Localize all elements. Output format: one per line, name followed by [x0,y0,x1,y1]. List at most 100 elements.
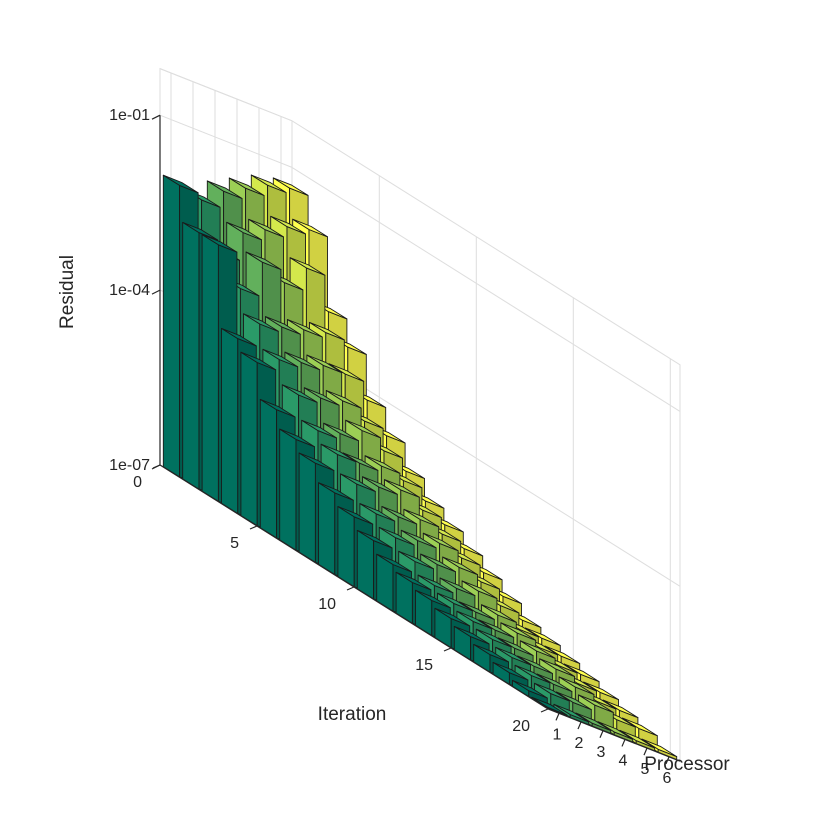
bar-face-top [265,316,301,335]
grid-line [159,114,293,168]
bar-face-top [422,532,459,552]
bar-face-top [320,443,357,463]
iteration-tick [443,647,452,652]
bar-face-top [325,390,362,409]
bar-face-top [583,681,619,701]
bar-face-top [279,428,315,448]
bar-face-top [395,571,432,591]
bar-face-top [359,503,396,522]
bar-face-top [492,661,529,681]
bar-face-top [301,419,337,439]
bar-face-top [437,592,473,612]
bar-face-top [245,251,282,270]
bar-face-top [536,673,573,692]
bar-face-top [534,682,570,702]
bar-face-side [259,398,278,539]
iteration-tick-label: 0 [133,474,142,491]
bar-face-top [512,679,548,699]
bar-face-top [475,628,512,648]
bar-face-top [420,553,456,573]
bar-face-top [356,529,393,549]
bar-face-top [306,354,343,374]
iteration-tick [152,464,161,469]
bar-face-side [182,221,200,490]
processor-tick [555,713,560,721]
bar-face-top [578,694,614,713]
bar-face-top [206,180,243,199]
bar-face-top [309,321,345,341]
processor-tick-label: 3 [597,744,606,761]
bar-face-side [201,234,219,502]
bar-face-top [345,419,381,439]
processor-axis-line [547,708,681,762]
bar-face-top [226,221,262,241]
bar-face-top [259,398,296,418]
z-tick [151,114,161,120]
bar-face-top [459,601,495,620]
bar-face-side [240,351,258,527]
iteration-tick [346,586,355,591]
bar-face-top [243,313,279,332]
processor-tick [643,747,648,756]
bar-face-top [284,351,321,371]
bar-face-top [362,476,398,495]
bar-face-top [403,508,440,528]
z-tick [151,289,161,295]
bar-face-top [318,482,354,501]
bar-face-top [558,676,595,695]
bar-face-top [514,664,551,684]
bar-face-top [201,234,238,253]
bar-face-top [364,455,401,474]
bar-face-top [289,257,326,276]
bar-face-top [323,422,359,442]
processor-tick-label: 2 [575,735,584,752]
bar-face-top [162,174,199,194]
bar-face-top [519,640,556,659]
bar-face-side [318,482,336,575]
z-tick-label: 1e-07 [109,457,150,474]
bar-face-top [298,452,335,471]
z-axis-label: Residual [57,255,78,329]
bar-face-top [556,691,592,711]
processor-tick-label: 1 [553,726,562,743]
bar-face-top [456,610,493,630]
bar-face-top [500,622,537,641]
processor-tick [577,721,582,730]
iteration-tick-label: 5 [230,535,239,552]
bar-face-top [240,351,277,371]
iteration-tick-label: 20 [512,718,530,735]
bar-face-side [337,506,355,588]
bar-face-top [575,712,612,731]
bar-face-top [398,550,434,570]
bar-face-top [622,717,658,737]
iteration-tick [249,525,258,530]
bar-face-top [544,645,581,664]
processor-tick [599,730,604,738]
bar-face-top [442,556,478,576]
bar-face-top [619,729,656,749]
bar-face-top [563,663,600,683]
bar-face-top [553,703,590,723]
bar-face-top [597,721,634,740]
bar-face-top [381,505,418,525]
bar-face-top [328,363,365,382]
y-axis-label: Iteration [318,704,387,725]
processor-tick-label: 5 [641,761,650,778]
bar-face-top [376,553,412,573]
bar-face-side [221,327,239,514]
iteration-tick [540,708,549,713]
bar-face-top [461,580,498,599]
bar-face-top [342,452,379,471]
bar-face-top [473,643,509,663]
bar-face-top [439,577,476,597]
bar-face-top [602,699,639,719]
bar-face-top [292,218,328,238]
bar-face-side [356,529,375,600]
bar-face-top [287,319,323,338]
bar-face-top [481,604,517,623]
bar-face-top [281,384,318,403]
bar-face-top [417,574,454,594]
bar-face-top [497,637,534,656]
